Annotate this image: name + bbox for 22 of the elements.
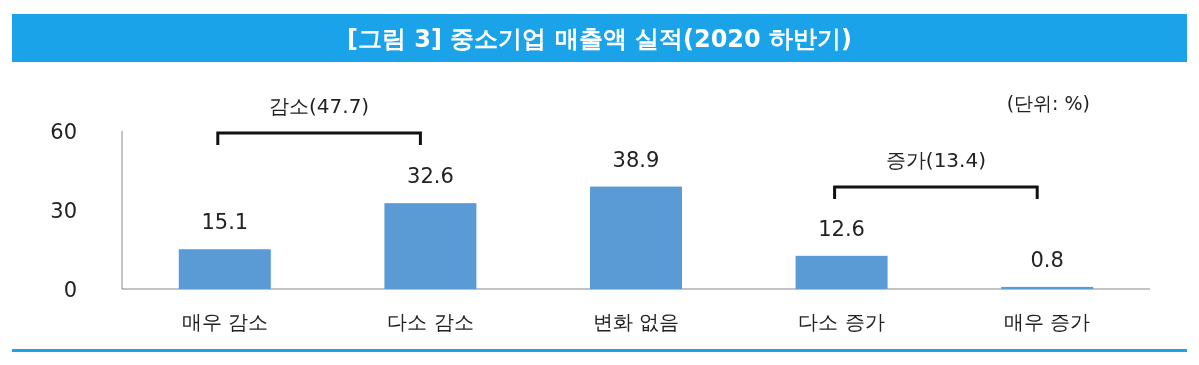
x-tick-label: 매우 감소 bbox=[181, 310, 268, 334]
x-tick-label: 변화 없음 bbox=[592, 310, 680, 334]
bar bbox=[590, 186, 682, 289]
data-label: 15.1 bbox=[201, 210, 249, 235]
x-tick-label: 다소 증가 bbox=[798, 310, 885, 334]
y-tick-label: 30 bbox=[50, 199, 77, 223]
data-label: 32.6 bbox=[407, 164, 454, 189]
data-label: 12.6 bbox=[818, 216, 865, 241]
bar bbox=[384, 203, 477, 289]
x-tick-label: 매우 증가 bbox=[1004, 310, 1091, 334]
chart-title: [그림 3] 중소기업 매출액 실적(2020 하반기) bbox=[346, 25, 853, 53]
bar bbox=[795, 255, 888, 289]
text: (단위: %) bbox=[1006, 92, 1090, 114]
bar bbox=[178, 249, 271, 289]
bar bbox=[1001, 286, 1094, 289]
y-tick-label: 60 bbox=[50, 120, 77, 144]
data-label: 38.9 bbox=[612, 147, 660, 172]
annotation: 증가(13.4) bbox=[885, 148, 986, 172]
data-label: 0.8 bbox=[1030, 247, 1064, 272]
x-tick-label: 다소 감소 bbox=[387, 310, 474, 334]
text: 감소(47.7) bbox=[269, 94, 370, 118]
y-tick-label: 0 bbox=[63, 278, 77, 302]
